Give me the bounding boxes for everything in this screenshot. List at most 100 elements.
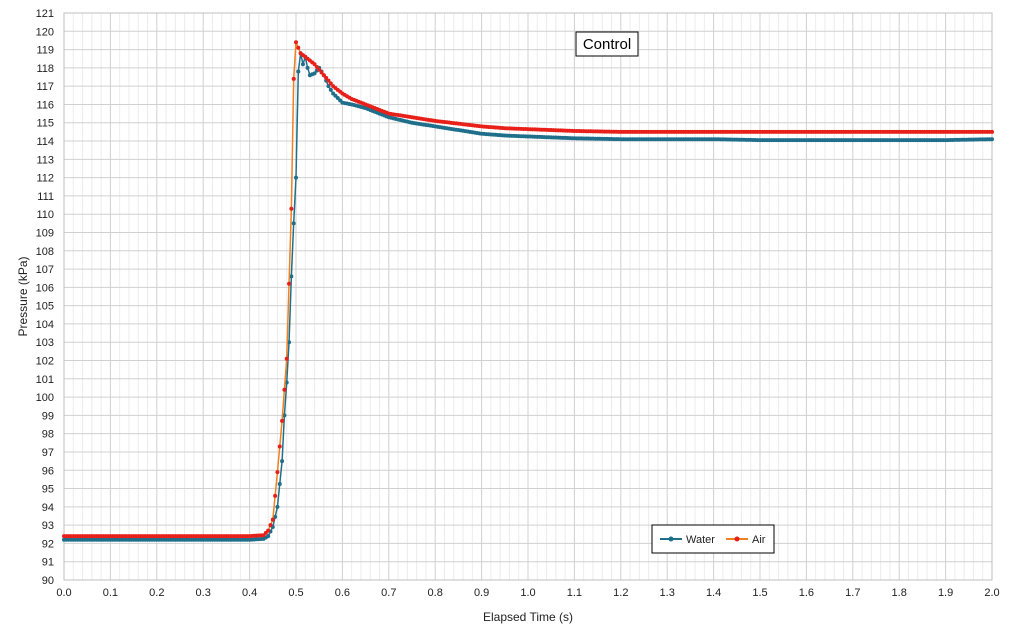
- data-point: [319, 70, 324, 75]
- x-tick-label: 1.6: [799, 587, 814, 599]
- data-point: [324, 75, 329, 80]
- data-point: [296, 69, 301, 74]
- x-tick-label: 0.4: [242, 587, 257, 599]
- y-tick-label: 95: [42, 484, 54, 496]
- y-tick-label: 113: [36, 154, 54, 166]
- data-point: [314, 64, 319, 69]
- data-point: [280, 418, 285, 423]
- title-frame: [575, 31, 639, 57]
- x-tick-label: 0.2: [149, 587, 164, 599]
- y-tick-label: 115: [36, 118, 54, 130]
- y-tick-label: 109: [36, 227, 54, 239]
- data-point: [273, 514, 278, 519]
- series-layer: [62, 40, 994, 542]
- series-air: [62, 40, 994, 539]
- data-point: [328, 87, 333, 92]
- y-tick-label: 101: [36, 374, 54, 386]
- x-axis-title: Elapsed Time (s): [483, 610, 573, 624]
- x-tick-label: 1.8: [892, 587, 907, 599]
- data-point: [317, 67, 322, 72]
- x-tick-label: 0.3: [196, 587, 211, 599]
- series-water: [62, 51, 994, 542]
- y-tick-label: 104: [36, 319, 54, 331]
- data-point: [266, 528, 271, 533]
- x-tick-label: 0.0: [56, 587, 71, 599]
- data-point: [266, 534, 271, 539]
- data-point: [273, 493, 278, 498]
- y-tick-label: 90: [42, 575, 54, 587]
- major-gridlines: [63, 12, 993, 581]
- data-point: [277, 481, 282, 486]
- data-point: [326, 84, 331, 89]
- x-tick-label: 1.3: [660, 587, 675, 599]
- y-tick-label: 103: [36, 337, 54, 349]
- data-point: [277, 444, 282, 449]
- y-axis-title: Pressure (kPa): [16, 256, 30, 336]
- y-tick-label: 91: [42, 557, 54, 569]
- x-axis-tick-labels: 0.0 0.1 0.2 0.3 0.4 0.5 0.6 0.7 0.8 0.9 1.0 1.1 1.2 1…: [56, 587, 999, 599]
- data-point: [280, 459, 285, 464]
- x-tick-label: 1.9: [938, 587, 953, 599]
- y-tick-label: 93: [42, 520, 54, 532]
- y-tick-label: 96: [42, 465, 54, 477]
- data-point: [312, 62, 317, 67]
- x-tick-label: 0.6: [335, 587, 350, 599]
- data-point: [282, 413, 287, 418]
- data-point: [275, 504, 280, 509]
- x-tick-label: 0.1: [103, 587, 118, 599]
- y-tick-label: 106: [36, 282, 54, 294]
- x-tick-label: 1.1: [567, 587, 582, 599]
- data-point: [326, 78, 331, 83]
- y-tick-label: 121: [36, 8, 54, 20]
- y-tick-label: 117: [36, 81, 54, 93]
- legend-label-air: Air: [752, 534, 766, 546]
- x-tick-label: 1.2: [613, 587, 628, 599]
- y-tick-label: 99: [42, 410, 54, 422]
- data-point: [296, 45, 301, 50]
- y-tick-label: 118: [36, 63, 54, 75]
- data-point: [990, 137, 994, 142]
- x-tick-label: 1.5: [752, 587, 767, 599]
- y-tick-label: 94: [42, 502, 54, 514]
- y-tick-label: 120: [36, 26, 54, 38]
- data-point: [270, 517, 275, 522]
- data-point: [275, 470, 280, 475]
- data-point: [328, 81, 333, 86]
- data-point: [321, 73, 326, 78]
- data-point: [305, 65, 310, 70]
- x-tick-label: 0.8: [428, 587, 443, 599]
- data-point: [291, 221, 296, 226]
- y-tick-label: 107: [36, 264, 54, 276]
- y-tick-label: 92: [42, 538, 54, 550]
- x-tick-label: 0.7: [381, 587, 396, 599]
- x-tick-label: 2.0: [984, 587, 999, 599]
- y-tick-label: 119: [36, 45, 54, 57]
- y-tick-label: 112: [36, 173, 54, 185]
- x-tick-label: 1.7: [845, 587, 860, 599]
- y-tick-label: 105: [36, 301, 54, 313]
- data-point: [289, 274, 294, 279]
- y-tick-label: 110: [36, 209, 54, 221]
- x-tick-label: 0.9: [474, 587, 489, 599]
- y-tick-label: 111: [37, 191, 54, 203]
- legend-label-water: Water: [686, 534, 715, 546]
- minor-gridlines: [72, 13, 984, 580]
- x-tick-label: 1.4: [706, 587, 721, 599]
- y-tick-label: 108: [36, 246, 54, 258]
- x-tick-label: 0.5: [288, 587, 303, 599]
- data-point: [300, 62, 305, 67]
- y-tick-label: 114: [36, 136, 54, 148]
- data-point: [282, 387, 287, 392]
- data-point: [284, 356, 289, 361]
- data-point: [990, 129, 994, 134]
- data-point: [291, 76, 296, 81]
- y-tick-label: 97: [42, 447, 54, 459]
- plot-area-border: [63, 12, 993, 581]
- y-tick-label: 102: [36, 356, 54, 368]
- chart-title: Control: [583, 36, 631, 53]
- data-point: [312, 71, 317, 76]
- data-point: [294, 40, 298, 45]
